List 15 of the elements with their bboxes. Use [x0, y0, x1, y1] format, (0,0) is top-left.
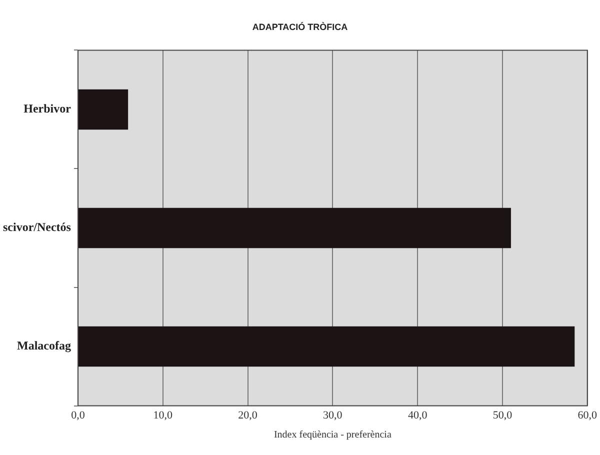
x-tick-label: 60,0: [578, 409, 598, 422]
y-tick-label: Malacofag: [16, 338, 71, 353]
y-tick-label: scivor/Nectós: [2, 220, 72, 234]
x-tick-label: 0,0: [71, 409, 86, 422]
y-tick-label: Herbivor: [24, 102, 72, 116]
x-tick-label: 10,0: [153, 409, 173, 422]
bar: [78, 89, 128, 130]
chart-title: ADAPTACIÓ TRÒFICA: [251, 22, 349, 32]
x-tick-label: 40,0: [408, 409, 428, 422]
x-tick-label: 50,0: [492, 409, 513, 422]
bar: [78, 326, 575, 367]
x-tick-label: 20,0: [238, 409, 258, 422]
x-tick-label: 30,0: [323, 409, 343, 422]
x-axis-title: Index feqüència - preferència: [274, 430, 392, 441]
bar: [78, 208, 511, 248]
